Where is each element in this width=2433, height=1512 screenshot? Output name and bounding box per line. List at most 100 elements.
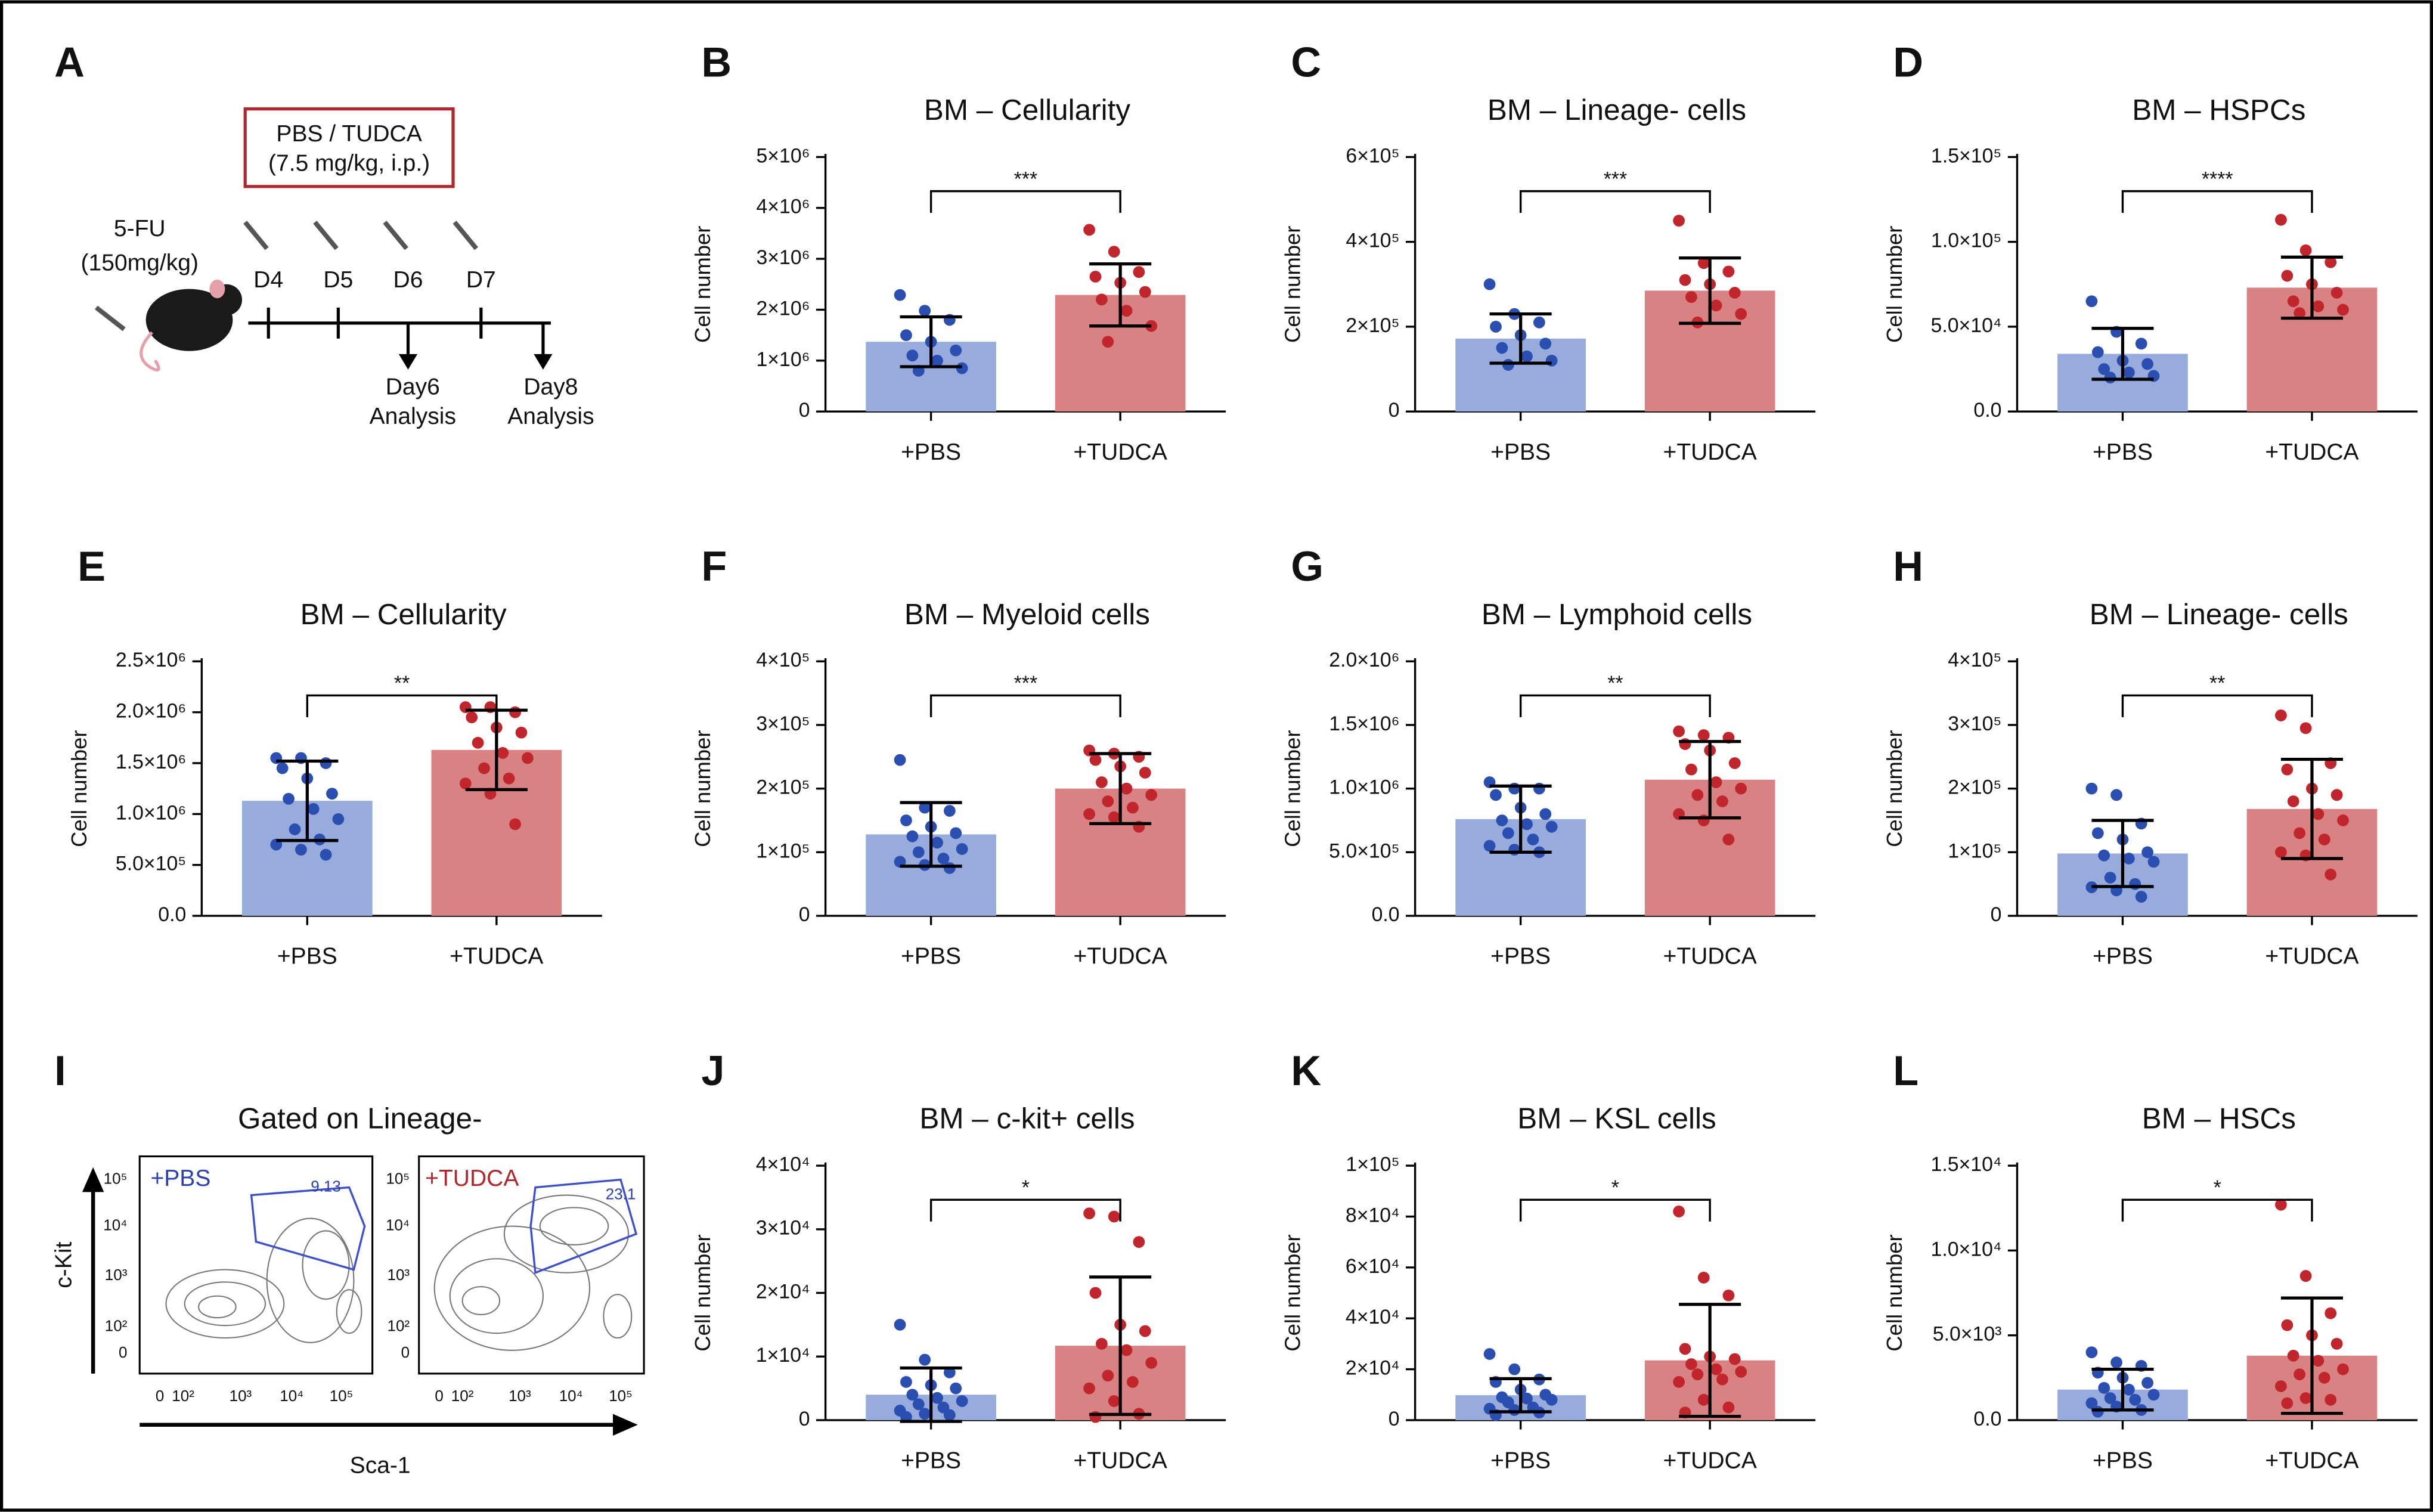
y-tick-label: 1.5×10⁴	[1931, 1153, 2002, 1176]
y-tick-label: 10⁵	[386, 1169, 410, 1187]
data-point	[2141, 1377, 2153, 1389]
data-point	[1545, 354, 1558, 367]
data-point	[2122, 1383, 2135, 1396]
data-point	[509, 706, 521, 718]
data-point	[1728, 1353, 1741, 1365]
y-axis-label: Cell number	[690, 1234, 715, 1351]
data-point	[1728, 287, 1741, 299]
x-tick-label: 10⁴	[559, 1387, 583, 1405]
data-point	[332, 813, 345, 825]
data-point	[2085, 295, 2098, 308]
data-point	[1673, 725, 1685, 738]
data-point	[1673, 215, 1685, 227]
y-tick-label: 0	[799, 1408, 810, 1430]
data-point	[2287, 1349, 2299, 1362]
data-point	[1089, 754, 1102, 766]
data-point	[919, 801, 931, 814]
data-point	[2135, 891, 2147, 903]
gate	[250, 1186, 366, 1271]
data-point	[1139, 767, 1151, 779]
significance: **	[2209, 672, 2225, 695]
y-tick-label: 1.0×10⁶	[116, 801, 186, 824]
y-tick-label: 0	[401, 1343, 410, 1361]
data-point	[2141, 846, 2153, 859]
y-axis-label: Cell number	[1882, 1234, 1907, 1351]
data-point	[2324, 256, 2337, 268]
y-tick-label: 2×10⁶	[756, 297, 810, 320]
data-point	[1710, 776, 1722, 788]
chart-title: BM – c-kit+ cells	[919, 1102, 1135, 1135]
data-point	[2281, 1319, 2293, 1331]
x-tick-label: 10⁵	[330, 1387, 354, 1405]
x-tick-label: +TUDCA	[2265, 944, 2358, 969]
panel-letter: K	[1291, 1047, 1321, 1094]
y-tick-label: 5×10⁶	[756, 144, 810, 167]
error-bar	[2091, 819, 2154, 888]
data-point	[1722, 1289, 1735, 1302]
y-tick-label: 6×10⁵	[1346, 144, 1399, 167]
data-point	[2110, 789, 2122, 801]
data-point	[2129, 878, 2141, 890]
data-point	[950, 1382, 962, 1395]
treatment: PBS / TUDCA	[276, 121, 421, 147]
data-point	[1521, 1392, 1533, 1405]
data-point	[1673, 1376, 1685, 1388]
error-bar	[1489, 1377, 1552, 1414]
y-tick-label: 0	[799, 903, 810, 926]
data-point	[515, 726, 528, 739]
data-point	[2293, 307, 2306, 320]
data-point	[1139, 286, 1151, 298]
y-tick-label: 1×10⁵	[1346, 1153, 1399, 1176]
data-point	[943, 1409, 956, 1421]
chart-title: BM – HSPCs	[2132, 94, 2305, 126]
data-point	[1685, 1358, 1697, 1370]
chart-title: BM – Cellularity	[924, 94, 1130, 126]
data-point	[2275, 846, 2287, 859]
error-bar	[1089, 262, 1152, 328]
data-point	[2275, 213, 2287, 226]
data-point	[2098, 1381, 2110, 1394]
x-tick-label: 0	[156, 1387, 164, 1405]
data-point	[1679, 738, 1691, 750]
data-point	[2299, 1270, 2312, 1282]
y-tick-label: 10²	[387, 1317, 410, 1335]
data-point	[466, 711, 478, 724]
data-point	[497, 747, 509, 759]
y-tick-label: 3×10⁵	[1948, 712, 2001, 735]
data-point	[2287, 795, 2299, 807]
data-point	[2324, 1307, 2337, 1319]
data-point	[1679, 1343, 1691, 1355]
significance-bracket	[306, 694, 498, 717]
data-point	[1691, 789, 1704, 801]
y-tick-label: 10³	[387, 1266, 410, 1284]
plot-frame	[418, 1155, 645, 1375]
panel-letter: F	[701, 543, 727, 590]
y-tick-label: 10⁴	[386, 1216, 410, 1234]
data-point	[1483, 839, 1496, 852]
treatment-box	[243, 107, 455, 188]
data-point	[2330, 287, 2343, 299]
data-point	[2318, 1371, 2330, 1384]
data-point	[1679, 274, 1691, 286]
x-tick-label: +TUDCA	[1074, 439, 1167, 465]
data-point	[1545, 820, 1558, 833]
data-point	[1120, 305, 1133, 317]
data-point	[2098, 849, 2110, 862]
data-point	[2330, 789, 2343, 801]
data-point	[2324, 868, 2337, 881]
data-point	[931, 836, 943, 849]
data-point	[1108, 246, 1120, 258]
x-tick-label: +TUDCA	[2265, 1448, 2358, 1474]
y-tick-label: 3×10⁵	[756, 712, 810, 735]
significance-bracket	[929, 694, 1121, 717]
y-tick-label: 5.0×10⁵	[116, 853, 186, 875]
y-tick-label: 10⁵	[104, 1169, 128, 1187]
analysis: Day6	[386, 374, 440, 399]
data-point	[1490, 789, 1502, 801]
data-point	[1722, 834, 1735, 845]
y-tick-label: 4×10⁵	[1346, 230, 1399, 252]
data-point	[2104, 872, 2116, 884]
data-point	[956, 843, 968, 855]
y-tick-label: 1.0×10⁴	[1931, 1238, 2002, 1260]
